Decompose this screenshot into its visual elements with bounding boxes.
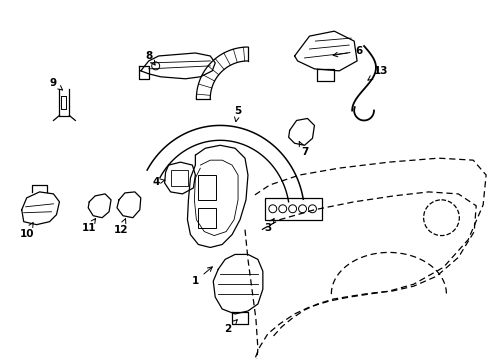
Text: 5: 5 — [234, 105, 241, 122]
Text: 6: 6 — [332, 46, 362, 57]
Text: 2: 2 — [224, 320, 237, 334]
Text: 13: 13 — [367, 66, 387, 80]
Bar — [198, 208, 216, 228]
Text: 10: 10 — [20, 222, 34, 239]
Bar — [170, 170, 188, 186]
Text: 12: 12 — [114, 219, 128, 235]
Text: 7: 7 — [299, 141, 307, 157]
Bar — [198, 175, 216, 200]
Text: 4: 4 — [152, 177, 164, 187]
Text: 8: 8 — [145, 51, 155, 65]
Text: 3: 3 — [264, 219, 274, 233]
Text: 1: 1 — [191, 267, 212, 286]
Text: 11: 11 — [82, 219, 96, 233]
Text: 9: 9 — [50, 78, 62, 90]
Bar — [264, 198, 322, 220]
